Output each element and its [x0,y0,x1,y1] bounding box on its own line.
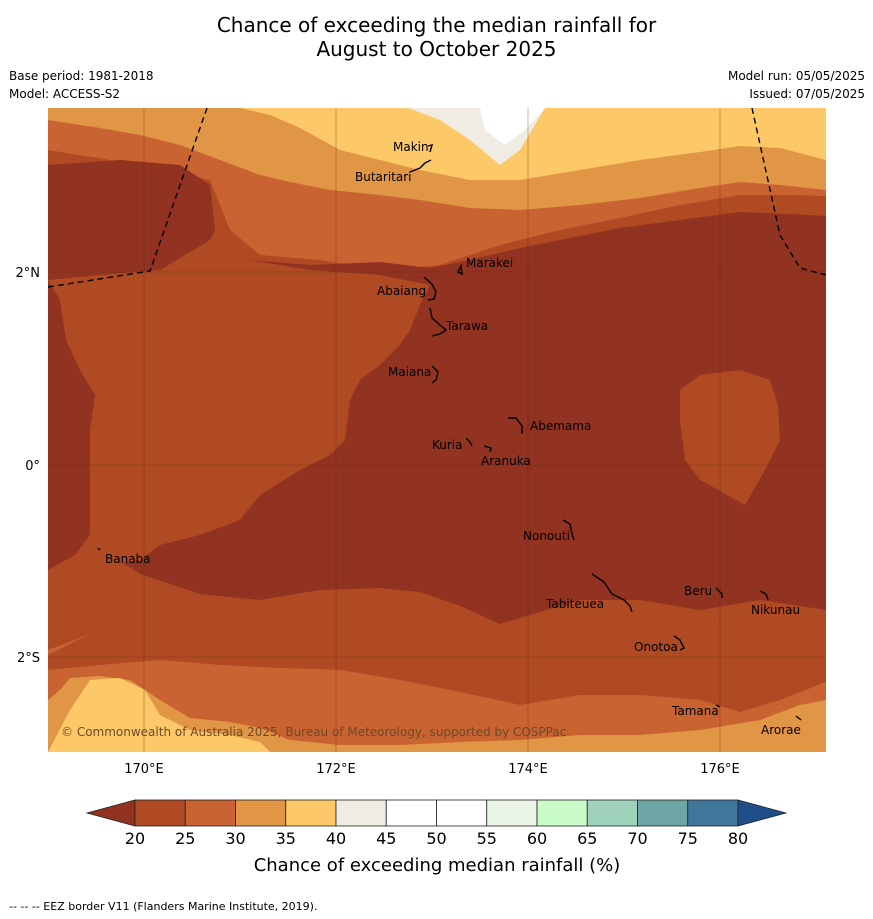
island-marakei [457,263,463,276]
colorbar-swatch-20 [134,799,186,827]
label-banaba: Banaba [105,552,151,566]
colorbar-tick-20: 20 [125,829,145,848]
colorbar: 20 25 30 35 40 45 50 55 60 65 70 75 80 [85,799,788,848]
colorbar-swatch-45 [385,799,437,827]
colorbar-tick-55: 55 [477,829,497,848]
label-maiana: Maiana [388,365,431,379]
map-title-line1: Chance of exceeding the median rainfall … [216,13,657,37]
island-abemama [508,417,523,434]
island-onotoa [673,635,685,651]
contour-south-35 [48,676,826,752]
colorbar-tick-35: 35 [276,829,296,848]
label-makin: Makin [393,140,429,154]
colorbar-swatch-35 [285,799,337,827]
island-kuria [465,437,473,447]
colorbar-swatch-25 [184,799,236,827]
eez-footnote: -- -- -- EEZ border V11 (Flanders Marine… [9,900,318,913]
island-tarawa [429,307,448,337]
copyright-notice: © Commonwealth of Australia 2025, Bureau… [61,725,566,739]
label-aranuka: Aranuka [481,454,531,468]
label-nikunau: Nikunau [751,603,800,617]
label-tarawa: Tarawa [445,319,488,333]
colorbar-label: Chance of exceeding median rainfall (%) [254,855,621,876]
island-nonouti [562,519,575,541]
island-aranuka [483,445,492,453]
label-marakei: Marakei [466,256,513,270]
contour-south-40 [48,678,270,752]
label-abemama: Abemama [530,419,591,433]
label-kuria: Kuria [432,438,463,452]
base-period: Base period: 1981-2018 [9,69,154,83]
rainfall-contours: Makin Butaritari Marakei Abaiang Tarawa … [48,108,826,752]
lon-tick-176e: 176°E [700,762,740,777]
label-nonouti: Nonouti [523,529,570,543]
label-abaiang: Abaiang [377,284,426,298]
label-beru: Beru [684,584,712,598]
colorbar-swatch-65 [586,799,638,827]
colorbar-tick-75: 75 [678,829,698,848]
colorbar-tick-45: 45 [376,829,396,848]
contour-top-40 [48,108,826,180]
label-butaritari: Butaritari [355,170,412,184]
island-butaritari [409,159,432,173]
colorbar-over-arrow [737,799,788,827]
island-arorae [795,715,802,721]
label-arorae: Arorae [761,723,801,737]
island-beru [715,587,723,598]
label-onotoa: Onotoa [634,640,678,654]
island-banaba [97,547,101,551]
issued-date: Issued: 07/05/2025 [749,87,865,101]
eez-border-east [751,108,826,276]
eez-border [48,108,826,288]
island-tabiteuea [591,573,633,613]
lat-tick-2n: 2°N [16,266,41,281]
colorbar-tick-65: 65 [577,829,597,848]
island-nikunau [759,590,769,601]
colorbar-swatch-60 [536,799,588,827]
colorbar-under-arrow [85,799,136,827]
colorbar-swatch-75 [687,799,739,827]
island-maiana [431,365,439,384]
model-name: Model: ACCESS-S2 [9,87,121,101]
colorbar-tick-40: 40 [326,829,346,848]
contour-east-bubble [680,370,780,505]
island-makin [427,144,434,153]
contour-top-50 [480,108,545,145]
contour-west-edge [48,280,95,570]
lat-tick-equator: 0° [25,459,40,474]
colorbar-tick-60: 60 [527,829,547,848]
colorbar-tick-50: 50 [426,829,446,848]
colorbar-tick-80: 80 [728,829,748,848]
colorbar-swatch-50 [436,799,488,827]
colorbar-swatch-70 [637,799,689,827]
lon-tick-170e: 170°E [124,762,164,777]
colorbar-tick-25: 25 [175,829,195,848]
colorbar-tick-30: 30 [225,829,245,848]
contour-west-25 [48,230,430,565]
colorbar-tick-70: 70 [627,829,647,848]
map-title-line2: August to October 2025 [316,37,557,61]
colorbar-swatch-40 [335,799,387,827]
colorbar-swatch-30 [235,799,287,827]
label-tamana: Tamana [671,704,719,718]
graticule [48,108,826,752]
colorbar-swatch-55 [486,799,538,827]
eez-border-west [48,108,208,288]
contour-south-25 [48,612,826,712]
island-abaiang [423,276,437,301]
islands [97,144,802,721]
island-tamana [715,704,721,708]
lon-tick-174e: 174°E [508,762,548,777]
lat-tick-2s: 2°S [17,651,40,666]
label-tabiteuea: Tabiteuea [545,597,604,611]
lon-tick-172e: 172°E [316,762,356,777]
model-run-date: Model run: 05/05/2025 [727,69,865,83]
